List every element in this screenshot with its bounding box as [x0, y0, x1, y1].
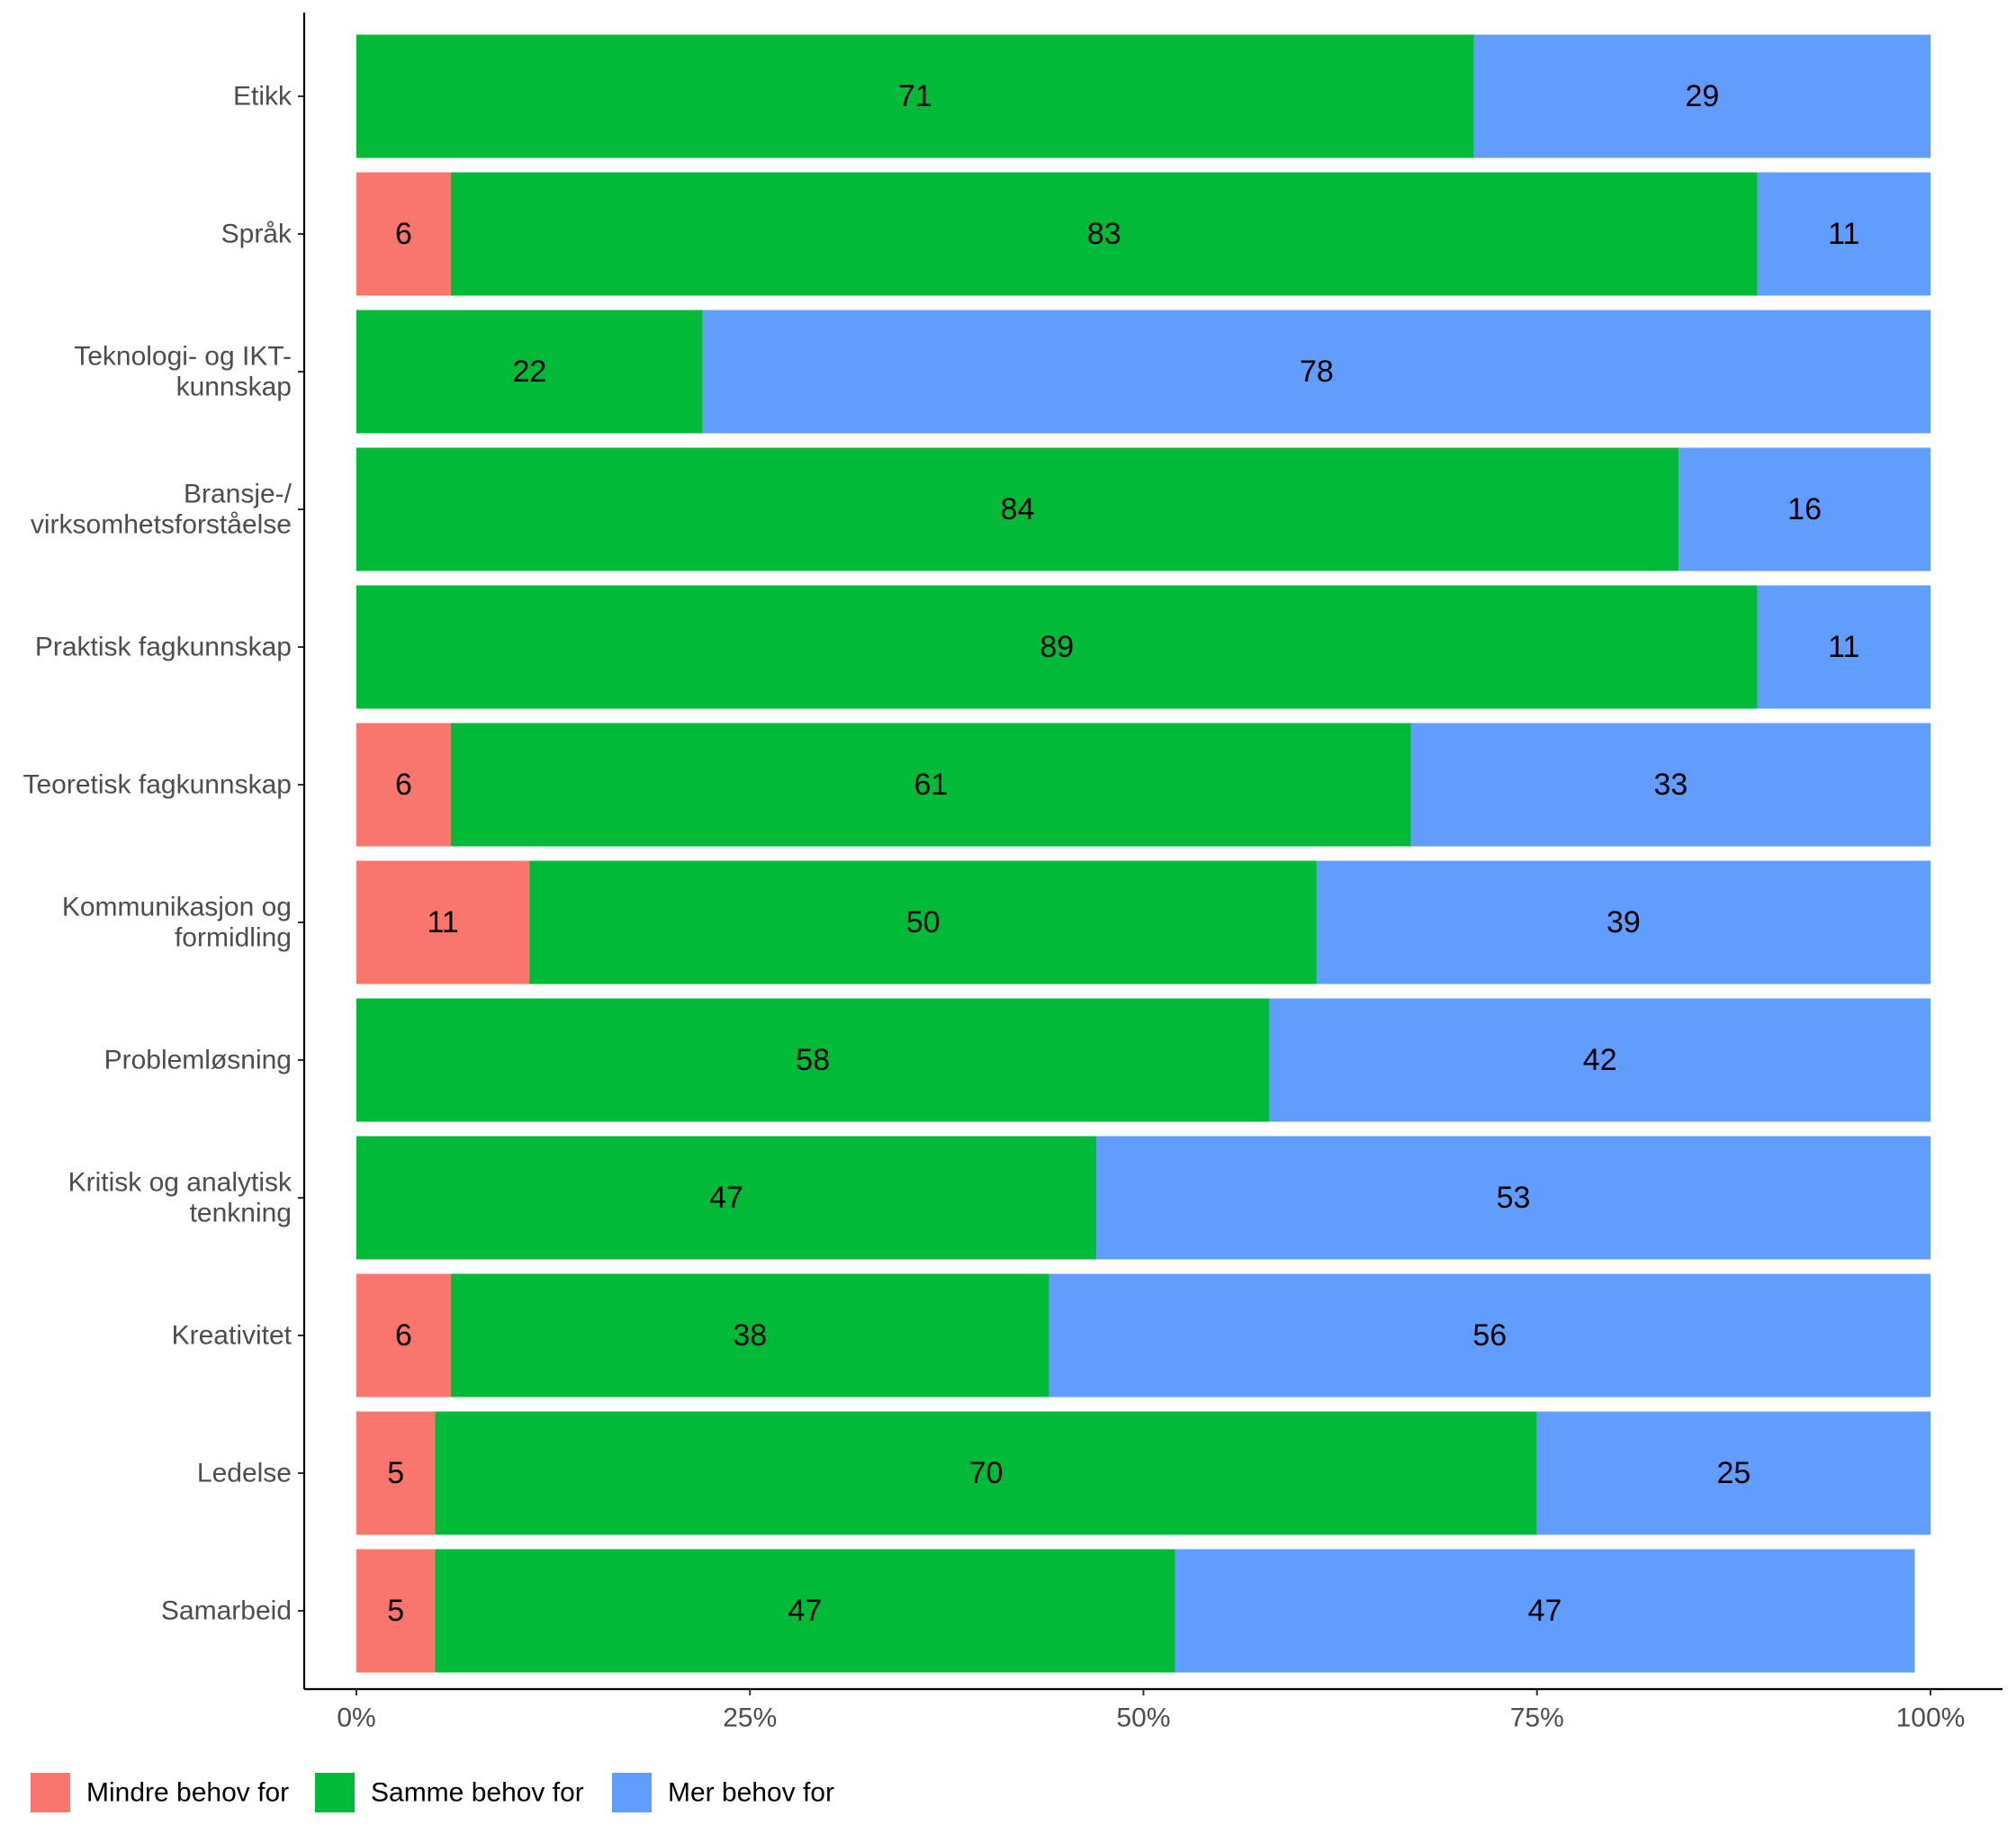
bar-samme-behov-for-8: [356, 1136, 1097, 1260]
category-label-8: Kritisk og analytisk tenkning: [68, 1168, 292, 1228]
bar-samme-behov-for-6: [529, 860, 1317, 984]
data-label-mer-behov-for-11: 47: [1528, 1594, 1562, 1628]
category-label-6: Kommunikasjon og formidling: [62, 893, 292, 953]
legend-key-mer-behov-for: [612, 1773, 652, 1812]
bar-mer-behov-for-1: [1757, 172, 1930, 296]
data-label-samme-behov-for-3: 84: [1001, 492, 1035, 526]
bar-mindre-behov-for-5: [356, 723, 451, 847]
category-label-10: Ledelse: [197, 1459, 292, 1488]
bar-mer-behov-for-7: [1269, 998, 1930, 1122]
x-tick-label-3: 75%: [1510, 1704, 1564, 1733]
bar-samme-behov-for-1: [450, 172, 1758, 296]
legend-label-samme-behov-for: Samme behov for: [371, 1778, 584, 1808]
data-label-samme-behov-for-2: 22: [512, 355, 546, 389]
bar-mer-behov-for-3: [1678, 447, 1930, 571]
x-axis: 0% 25% 50% 75% 100%: [304, 1687, 2002, 1733]
category-label-4: Praktisk fagkunnskap: [35, 633, 292, 662]
bar-samme-behov-for-11: [435, 1549, 1175, 1673]
bar-mer-behov-for-6: [1316, 860, 1930, 984]
category-label-9: Kreativitet: [172, 1321, 292, 1351]
bar-samme-behov-for-2: [356, 310, 703, 434]
data-label-mindre-behov-for-11: 5: [387, 1594, 404, 1628]
category-label-5: Teoretisk fagkunnskap: [22, 770, 292, 800]
category-label-7: Problemløsning: [104, 1046, 292, 1075]
bar-mindre-behov-for-9: [356, 1273, 451, 1398]
data-label-mer-behov-for-10: 25: [1716, 1456, 1750, 1490]
bar-samme-behov-for-9: [450, 1273, 1049, 1398]
category-label-1: Språk: [221, 220, 292, 249]
x-tick-label-2: 50%: [1116, 1704, 1170, 1733]
legend-label-mer-behov-for: Mer behov for: [668, 1778, 834, 1808]
legend-key-mindre-behov-for: [31, 1773, 70, 1812]
data-label-mer-behov-for-2: 78: [1300, 355, 1334, 389]
data-label-mer-behov-for-1: 11: [1828, 217, 1859, 251]
bar-mer-behov-for-4: [1757, 585, 1930, 709]
data-label-samme-behov-for-6: 50: [906, 905, 940, 939]
data-label-samme-behov-for-0: 71: [898, 79, 932, 113]
data-label-samme-behov-for-8: 47: [709, 1181, 743, 1215]
data-label-mer-behov-for-9: 56: [1472, 1318, 1507, 1353]
bar-mindre-behov-for-1: [356, 172, 451, 296]
bar-mindre-behov-for-10: [356, 1411, 436, 1535]
bar-samme-behov-for-4: [356, 585, 1758, 709]
bar-mer-behov-for-10: [1536, 1411, 1930, 1535]
bar-mindre-behov-for-6: [356, 860, 530, 984]
category-label-11: Samarbeid: [161, 1596, 292, 1626]
bar-mer-behov-for-0: [1473, 34, 1930, 158]
data-label-samme-behov-for-7: 58: [796, 1043, 830, 1077]
legend-key-samme-behov-for: [315, 1773, 355, 1812]
x-tick-label-0: 0%: [337, 1704, 375, 1733]
data-label-mindre-behov-for-9: 6: [395, 1318, 412, 1353]
bar-samme-behov-for-3: [356, 447, 1679, 571]
x-tick-label-1: 25%: [723, 1704, 777, 1733]
bar-mer-behov-for-9: [1048, 1273, 1930, 1398]
data-label-samme-behov-for-1: 83: [1087, 217, 1121, 251]
data-label-samme-behov-for-4: 89: [1040, 630, 1074, 664]
category-label-2: Teknologi- og IKT-kunnskap: [74, 342, 292, 402]
bar-samme-behov-for-5: [450, 723, 1411, 847]
data-label-mindre-behov-for-10: 5: [387, 1456, 404, 1490]
data-label-samme-behov-for-5: 61: [914, 768, 948, 802]
bar-mer-behov-for-11: [1174, 1549, 1915, 1673]
data-label-mindre-behov-for-6: 11: [428, 905, 459, 939]
category-label-3: Bransje-/virksomhetsforståelse: [31, 480, 292, 540]
legend: Mindre behov for Samme behov for Mer behov…: [31, 1773, 834, 1812]
data-label-mer-behov-for-8: 53: [1497, 1181, 1531, 1215]
data-label-mindre-behov-for-1: 6: [395, 217, 412, 251]
data-label-samme-behov-for-10: 70: [969, 1456, 1004, 1490]
bars-layer: [356, 34, 1930, 1673]
bar-mer-behov-for-2: [702, 310, 1930, 434]
x-tick-label-4: 100%: [1896, 1704, 1966, 1733]
bar-mer-behov-for-5: [1410, 723, 1930, 847]
y-axis: Etikk Språk Teknologi- og IKT-kunnskap Bran…: [22, 13, 306, 1689]
data-label-mer-behov-for-3: 16: [1787, 492, 1822, 526]
bar-samme-behov-for-7: [356, 998, 1270, 1122]
data-label-samme-behov-for-9: 38: [733, 1318, 767, 1353]
data-label-samme-behov-for-11: 47: [788, 1594, 823, 1628]
data-label-mer-behov-for-5: 33: [1654, 768, 1688, 802]
category-label-0: Etikk: [233, 82, 292, 112]
legend-label-mindre-behov-for: Mindre behov for: [86, 1778, 289, 1808]
data-label-mer-behov-for-6: 39: [1606, 905, 1641, 939]
data-label-mer-behov-for-4: 11: [1828, 630, 1859, 664]
data-label-mer-behov-for-7: 42: [1583, 1043, 1617, 1077]
data-label-mindre-behov-for-5: 6: [395, 768, 412, 802]
bar-samme-behov-for-10: [435, 1411, 1537, 1535]
bar-mer-behov-for-8: [1096, 1136, 1930, 1260]
bar-samme-behov-for-0: [356, 34, 1474, 158]
data-label-mer-behov-for-0: 29: [1685, 79, 1719, 113]
bar-mindre-behov-for-11: [356, 1549, 436, 1673]
